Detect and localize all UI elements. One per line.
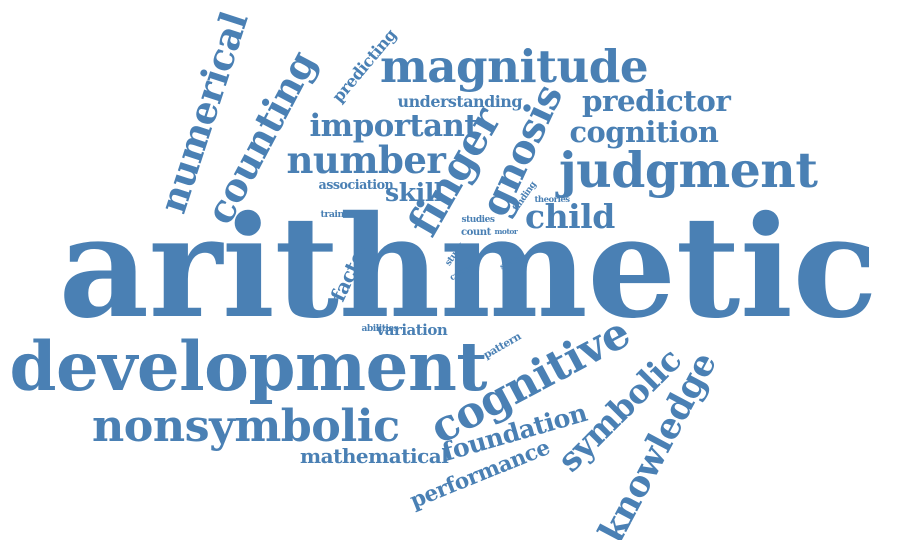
word-number: number <box>286 137 446 182</box>
word-child: child <box>525 196 615 236</box>
word-understanding: understanding <box>397 92 523 111</box>
word-count: count <box>461 226 491 238</box>
word-abilities: abilities <box>361 322 399 334</box>
word-magnitude: magnitude <box>380 39 649 93</box>
word-judgment: judgment <box>559 140 818 199</box>
word-training: training <box>320 208 360 220</box>
word-studies: studies <box>461 214 495 225</box>
word-predictor: predictor <box>582 82 731 118</box>
word-association: association <box>318 177 394 193</box>
word-variation: variation <box>376 320 448 339</box>
word-motor: motor <box>494 227 518 236</box>
word-important: important <box>309 107 479 144</box>
word-theories: theories <box>534 195 571 205</box>
word-development: development <box>9 326 488 406</box>
word-nonsymbolic: nonsymbolic <box>92 400 400 452</box>
word-cognition: cognition <box>569 114 719 149</box>
word-skill: skill <box>385 176 443 207</box>
word-arithmetic: arithmetic <box>58 185 878 349</box>
word-mathematical: mathematical <box>300 444 449 468</box>
